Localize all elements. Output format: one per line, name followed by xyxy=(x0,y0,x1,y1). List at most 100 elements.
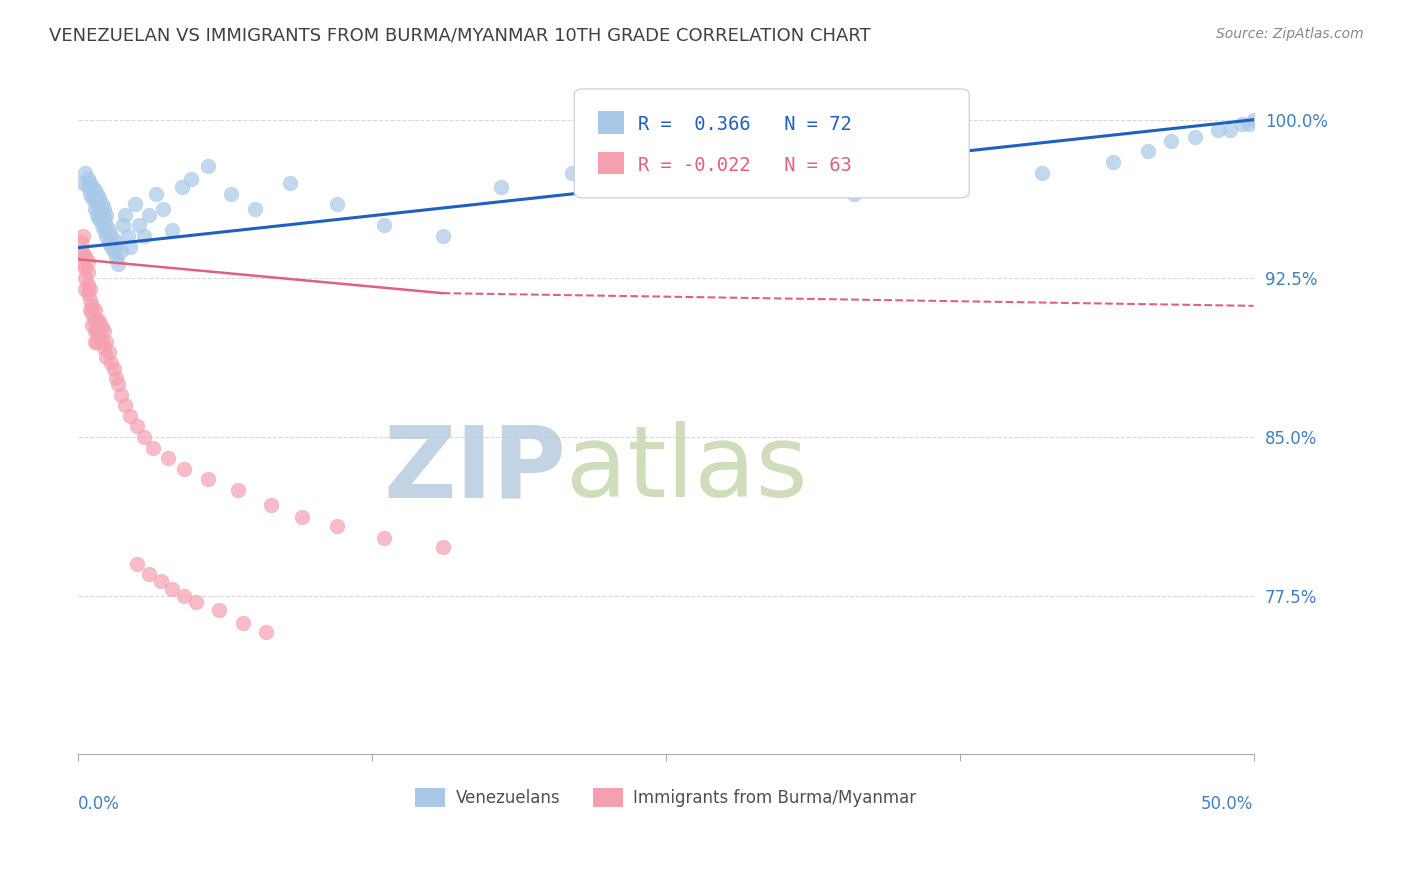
Point xyxy=(83,334,105,349)
Point xyxy=(162,223,184,237)
Point xyxy=(118,239,141,253)
Point xyxy=(89,313,111,327)
Point xyxy=(72,256,94,270)
Point xyxy=(373,219,395,233)
Point xyxy=(107,256,129,270)
Text: VENEZUELAN VS IMMIGRANTS FROM BURMA/MYANMAR 10TH GRADE CORRELATION CHART: VENEZUELAN VS IMMIGRANTS FROM BURMA/MYAN… xyxy=(49,27,870,45)
Point xyxy=(75,282,97,296)
Point xyxy=(75,271,97,285)
Bar xyxy=(598,152,624,174)
Point xyxy=(643,155,665,169)
Point xyxy=(79,293,101,307)
Point xyxy=(1101,155,1123,169)
Point xyxy=(86,197,108,211)
Text: ZIP: ZIP xyxy=(384,421,567,518)
Point xyxy=(184,595,207,609)
Text: atlas: atlas xyxy=(567,421,807,518)
Point xyxy=(100,229,122,244)
Point xyxy=(83,324,105,338)
Point xyxy=(737,172,759,186)
Point xyxy=(114,398,136,412)
Point xyxy=(86,186,108,201)
Point xyxy=(197,159,219,173)
Point xyxy=(79,303,101,318)
Point xyxy=(86,313,108,327)
Bar xyxy=(598,112,624,134)
Point xyxy=(128,219,150,233)
Text: R = -0.022   N = 63: R = -0.022 N = 63 xyxy=(638,156,852,175)
Point xyxy=(1184,129,1206,144)
Point xyxy=(72,229,94,244)
Point xyxy=(79,282,101,296)
Point xyxy=(1208,123,1230,137)
Point xyxy=(89,328,111,343)
Point xyxy=(290,510,312,524)
Point xyxy=(149,574,172,588)
Point xyxy=(118,409,141,423)
Point xyxy=(93,223,115,237)
Legend: Venezuelans, Immigrants from Burma/Myanmar: Venezuelans, Immigrants from Burma/Myanm… xyxy=(409,781,924,814)
Point xyxy=(111,219,134,233)
Point xyxy=(90,320,112,334)
Point xyxy=(93,324,115,338)
Point xyxy=(76,254,98,268)
Point xyxy=(152,202,174,216)
Point xyxy=(76,180,98,194)
Point xyxy=(103,362,125,376)
Point xyxy=(82,180,104,194)
Point xyxy=(145,186,167,201)
Point xyxy=(124,197,146,211)
Point xyxy=(162,582,184,597)
Point xyxy=(83,202,105,216)
Point xyxy=(170,180,193,194)
Point xyxy=(1031,166,1053,180)
Point xyxy=(79,176,101,190)
Point xyxy=(842,186,865,201)
Point xyxy=(90,334,112,349)
Point xyxy=(104,250,127,264)
Point xyxy=(561,166,583,180)
Point xyxy=(90,208,112,222)
Point xyxy=(69,235,91,250)
Point xyxy=(93,212,115,227)
Point xyxy=(180,172,202,186)
Point xyxy=(278,176,301,190)
Point xyxy=(114,208,136,222)
Point xyxy=(110,387,132,401)
Point xyxy=(1243,112,1265,127)
Point xyxy=(96,219,118,233)
Point xyxy=(373,532,395,546)
Point xyxy=(86,208,108,222)
Point xyxy=(1136,145,1159,159)
Point xyxy=(1219,123,1241,137)
Point xyxy=(142,441,165,455)
Point xyxy=(125,419,148,434)
Point xyxy=(432,229,454,244)
Point xyxy=(86,334,108,349)
Point xyxy=(89,212,111,227)
Point xyxy=(93,202,115,216)
Point xyxy=(90,219,112,233)
Point xyxy=(491,180,513,194)
Point xyxy=(76,265,98,279)
Point xyxy=(93,341,115,355)
Point xyxy=(89,191,111,205)
Point xyxy=(96,350,118,364)
Point xyxy=(72,176,94,190)
Point xyxy=(96,229,118,244)
Point xyxy=(936,159,959,173)
Point xyxy=(226,483,249,497)
Point xyxy=(173,589,195,603)
Point xyxy=(107,377,129,392)
Point xyxy=(232,616,254,631)
Point xyxy=(72,246,94,260)
Text: R =  0.366   N = 72: R = 0.366 N = 72 xyxy=(638,115,852,135)
Point xyxy=(117,229,139,244)
Point xyxy=(83,303,105,318)
Point xyxy=(100,356,122,370)
FancyBboxPatch shape xyxy=(574,89,969,198)
Point xyxy=(104,370,127,384)
Point xyxy=(83,313,105,327)
Point xyxy=(97,345,120,359)
Point xyxy=(197,472,219,486)
